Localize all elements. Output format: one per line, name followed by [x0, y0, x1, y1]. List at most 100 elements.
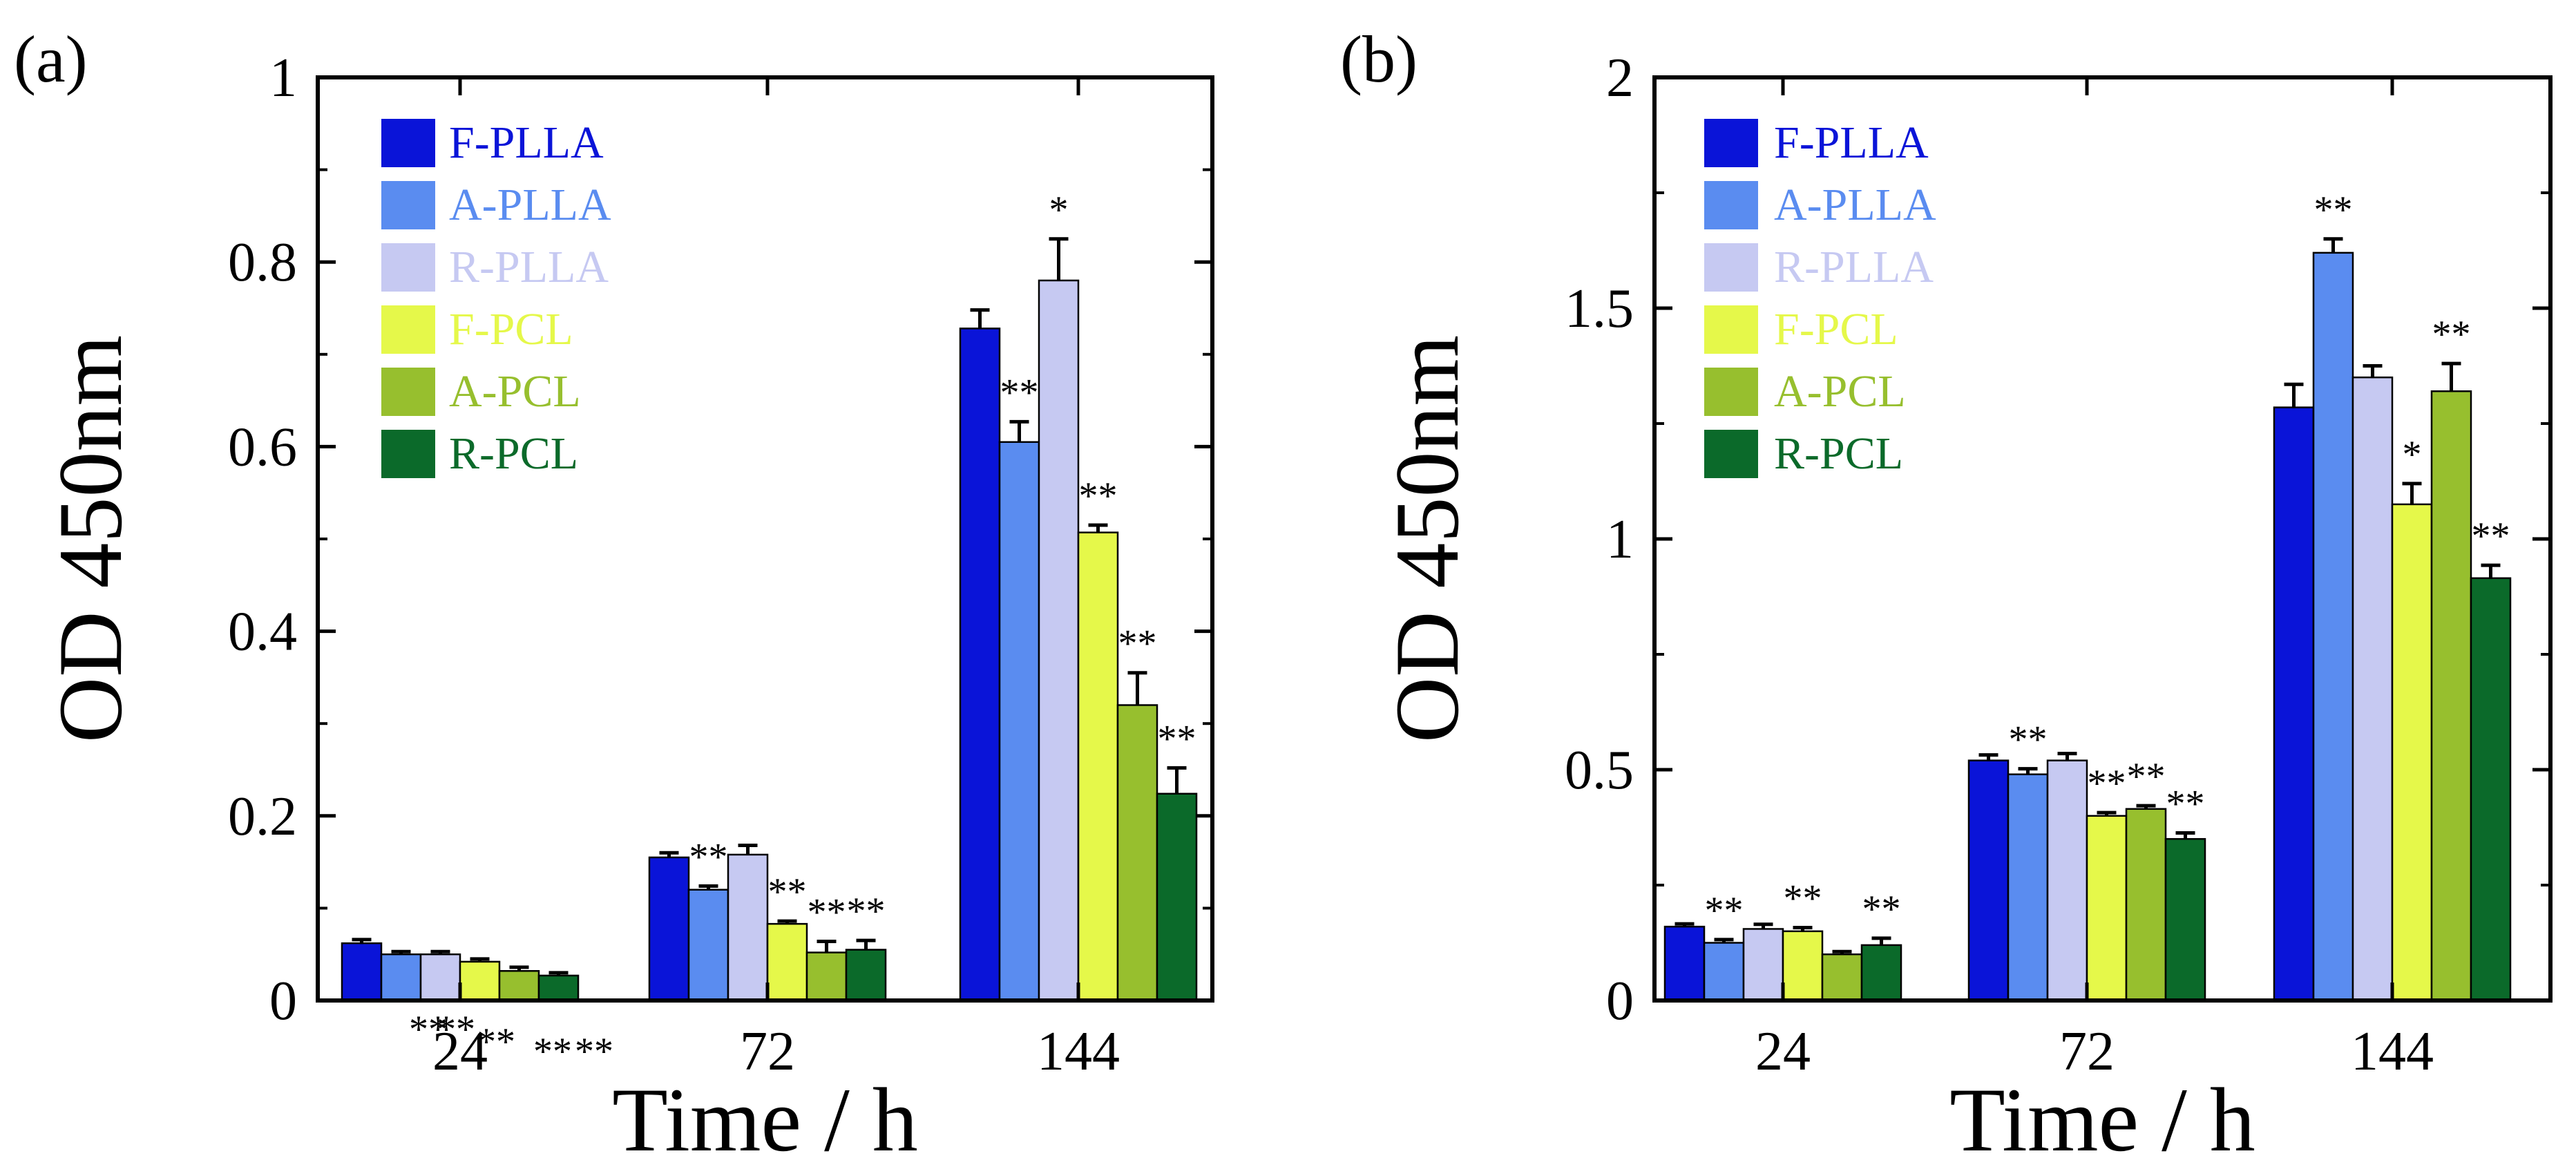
legend-swatch-a-pcl	[1704, 368, 1758, 416]
significance-mark: **	[2088, 762, 2126, 805]
bar-a-pcl-144	[2430, 390, 2472, 1002]
bar-f-pcl-72	[2086, 815, 2128, 1002]
bar-f-plla-144	[2273, 406, 2315, 1002]
y-tick-label: 0.8	[228, 232, 297, 293]
legend-label-a-pcl: A-PCL	[1774, 366, 1906, 417]
chart-panel-b: (b)00.511.52** ** **24**** ****72*******144…	[1340, 22, 2553, 1167]
bar-f-pcl-72	[766, 922, 808, 1002]
bar-r-plla-24	[419, 953, 461, 1002]
significance-mark: **	[808, 891, 846, 933]
bar-f-pcl-24	[1782, 930, 1824, 1002]
bar-f-plla-72	[648, 856, 690, 1002]
legend-swatch-f-plla	[1704, 119, 1758, 167]
significance-mark: **	[1079, 475, 1118, 518]
bar-a-plla-144	[2312, 252, 2354, 1002]
bar-r-plla-24	[1742, 928, 1784, 1002]
legend-label-a-plla: A-PLLA	[449, 180, 611, 230]
x-tick-label: 72	[740, 1021, 795, 1082]
significance-mark: **	[1784, 877, 1822, 920]
legend-swatch-a-pcl	[381, 368, 435, 416]
significance-mark: **	[2314, 189, 2353, 231]
legend-swatch-f-plla	[381, 119, 435, 167]
legend-label-r-pcl: R-PCL	[449, 428, 578, 479]
bar-f-plla-24	[341, 942, 383, 1002]
x-axis-title: Time / h	[1949, 1069, 2255, 1167]
bar-f-pcl-24	[459, 960, 501, 1002]
significance-mark: **	[1118, 623, 1157, 665]
bar-f-plla-144	[959, 328, 1001, 1002]
bar-a-plla-144	[998, 441, 1040, 1002]
significance-mark: **	[1158, 717, 1196, 760]
significance-mark: **	[1862, 888, 1901, 931]
bar-a-pcl-72	[2125, 808, 2167, 1002]
legend-label-r-plla: R-PLLA	[1774, 242, 1934, 292]
bar-r-pcl-72	[2164, 837, 2206, 1002]
legend-label-a-plla: A-PLLA	[1774, 180, 1936, 230]
bar-f-plla-24	[1663, 925, 1706, 1002]
y-tick-label: 2	[1606, 48, 1634, 108]
y-tick-label: 0.6	[228, 417, 297, 477]
panel-label: (b)	[1340, 22, 1418, 96]
plot-frame	[316, 75, 1214, 1003]
significance-mark: **	[2127, 755, 2166, 798]
bar-r-plla-72	[2046, 759, 2088, 1002]
significance-mark: **	[847, 890, 886, 933]
legend-label-r-pcl: R-PCL	[1774, 428, 1903, 479]
x-axis-title: Time / h	[612, 1069, 918, 1167]
bar-a-plla-72	[687, 889, 729, 1002]
x-tick-label: 24	[432, 1021, 488, 1082]
plot-frame	[1652, 75, 2553, 1003]
bar-r-plla-144	[1038, 279, 1080, 1002]
legend-label-f-pcl: F-PCL	[449, 304, 573, 354]
bar-r-pcl-72	[845, 949, 887, 1002]
legend-swatch-f-pcl	[381, 305, 435, 354]
x-tick-label: 72	[2059, 1021, 2115, 1082]
legend-swatch-a-plla	[1704, 181, 1758, 229]
y-tick-label: 0	[1606, 971, 1634, 1032]
y-tick-label: 1.5	[1565, 278, 1634, 339]
significance-mark: **	[1000, 371, 1039, 414]
y-tick-label: 0	[269, 971, 297, 1032]
significance-mark: **	[2432, 313, 2471, 356]
bar-a-pcl-144	[1116, 704, 1158, 1002]
panel-label: (a)	[14, 22, 88, 96]
significance-mark: **	[437, 1008, 475, 1051]
bar-f-pcl-144	[2391, 503, 2433, 1002]
bar-a-plla-24	[1703, 942, 1745, 1002]
x-tick-label: 24	[1755, 1021, 1811, 1082]
legend-swatch-r-pcl	[1704, 430, 1758, 478]
x-tick-label: 144	[2351, 1021, 2434, 1082]
y-tick-label: 0.4	[228, 602, 297, 663]
bar-a-plla-72	[2007, 773, 2049, 1002]
legend-swatch-f-pcl	[1704, 305, 1758, 354]
significance-mark: **	[533, 1030, 572, 1073]
bar-r-plla-144	[2351, 376, 2394, 1002]
legend-swatch-r-plla	[1704, 243, 1758, 292]
bar-a-pcl-72	[805, 951, 848, 1002]
bar-a-plla-24	[380, 953, 422, 1002]
significance-mark: **	[2166, 783, 2205, 826]
y-axis-title: OD 450nm	[1376, 335, 1478, 743]
significance-mark: **	[689, 835, 728, 878]
y-tick-label: 1	[1606, 509, 1634, 570]
bar-r-pcl-144	[2470, 577, 2512, 1002]
bar-a-pcl-24	[498, 969, 540, 1002]
significance-mark: **	[575, 1030, 613, 1073]
legend-swatch-r-pcl	[381, 430, 435, 478]
significance-mark: **	[768, 871, 807, 913]
significance-mark: **	[2472, 515, 2510, 558]
y-axis-title: OD 450nm	[39, 335, 141, 743]
legend-label-f-plla: F-PLLA	[449, 117, 604, 168]
legend-label-f-pcl: F-PCL	[1774, 304, 1898, 354]
legend-label-a-pcl: A-PCL	[449, 366, 581, 417]
bar-r-pcl-144	[1156, 793, 1198, 1002]
legend-swatch-r-plla	[381, 243, 435, 292]
significance-mark: **	[2009, 719, 2048, 761]
bar-f-plla-72	[1967, 759, 2010, 1002]
legend-swatch-a-plla	[381, 181, 435, 229]
y-tick-label: 1	[269, 48, 297, 108]
significance-mark: **	[477, 1021, 515, 1063]
y-tick-label: 0.5	[1565, 740, 1634, 801]
legend-label-f-plla: F-PLLA	[1774, 117, 1929, 168]
